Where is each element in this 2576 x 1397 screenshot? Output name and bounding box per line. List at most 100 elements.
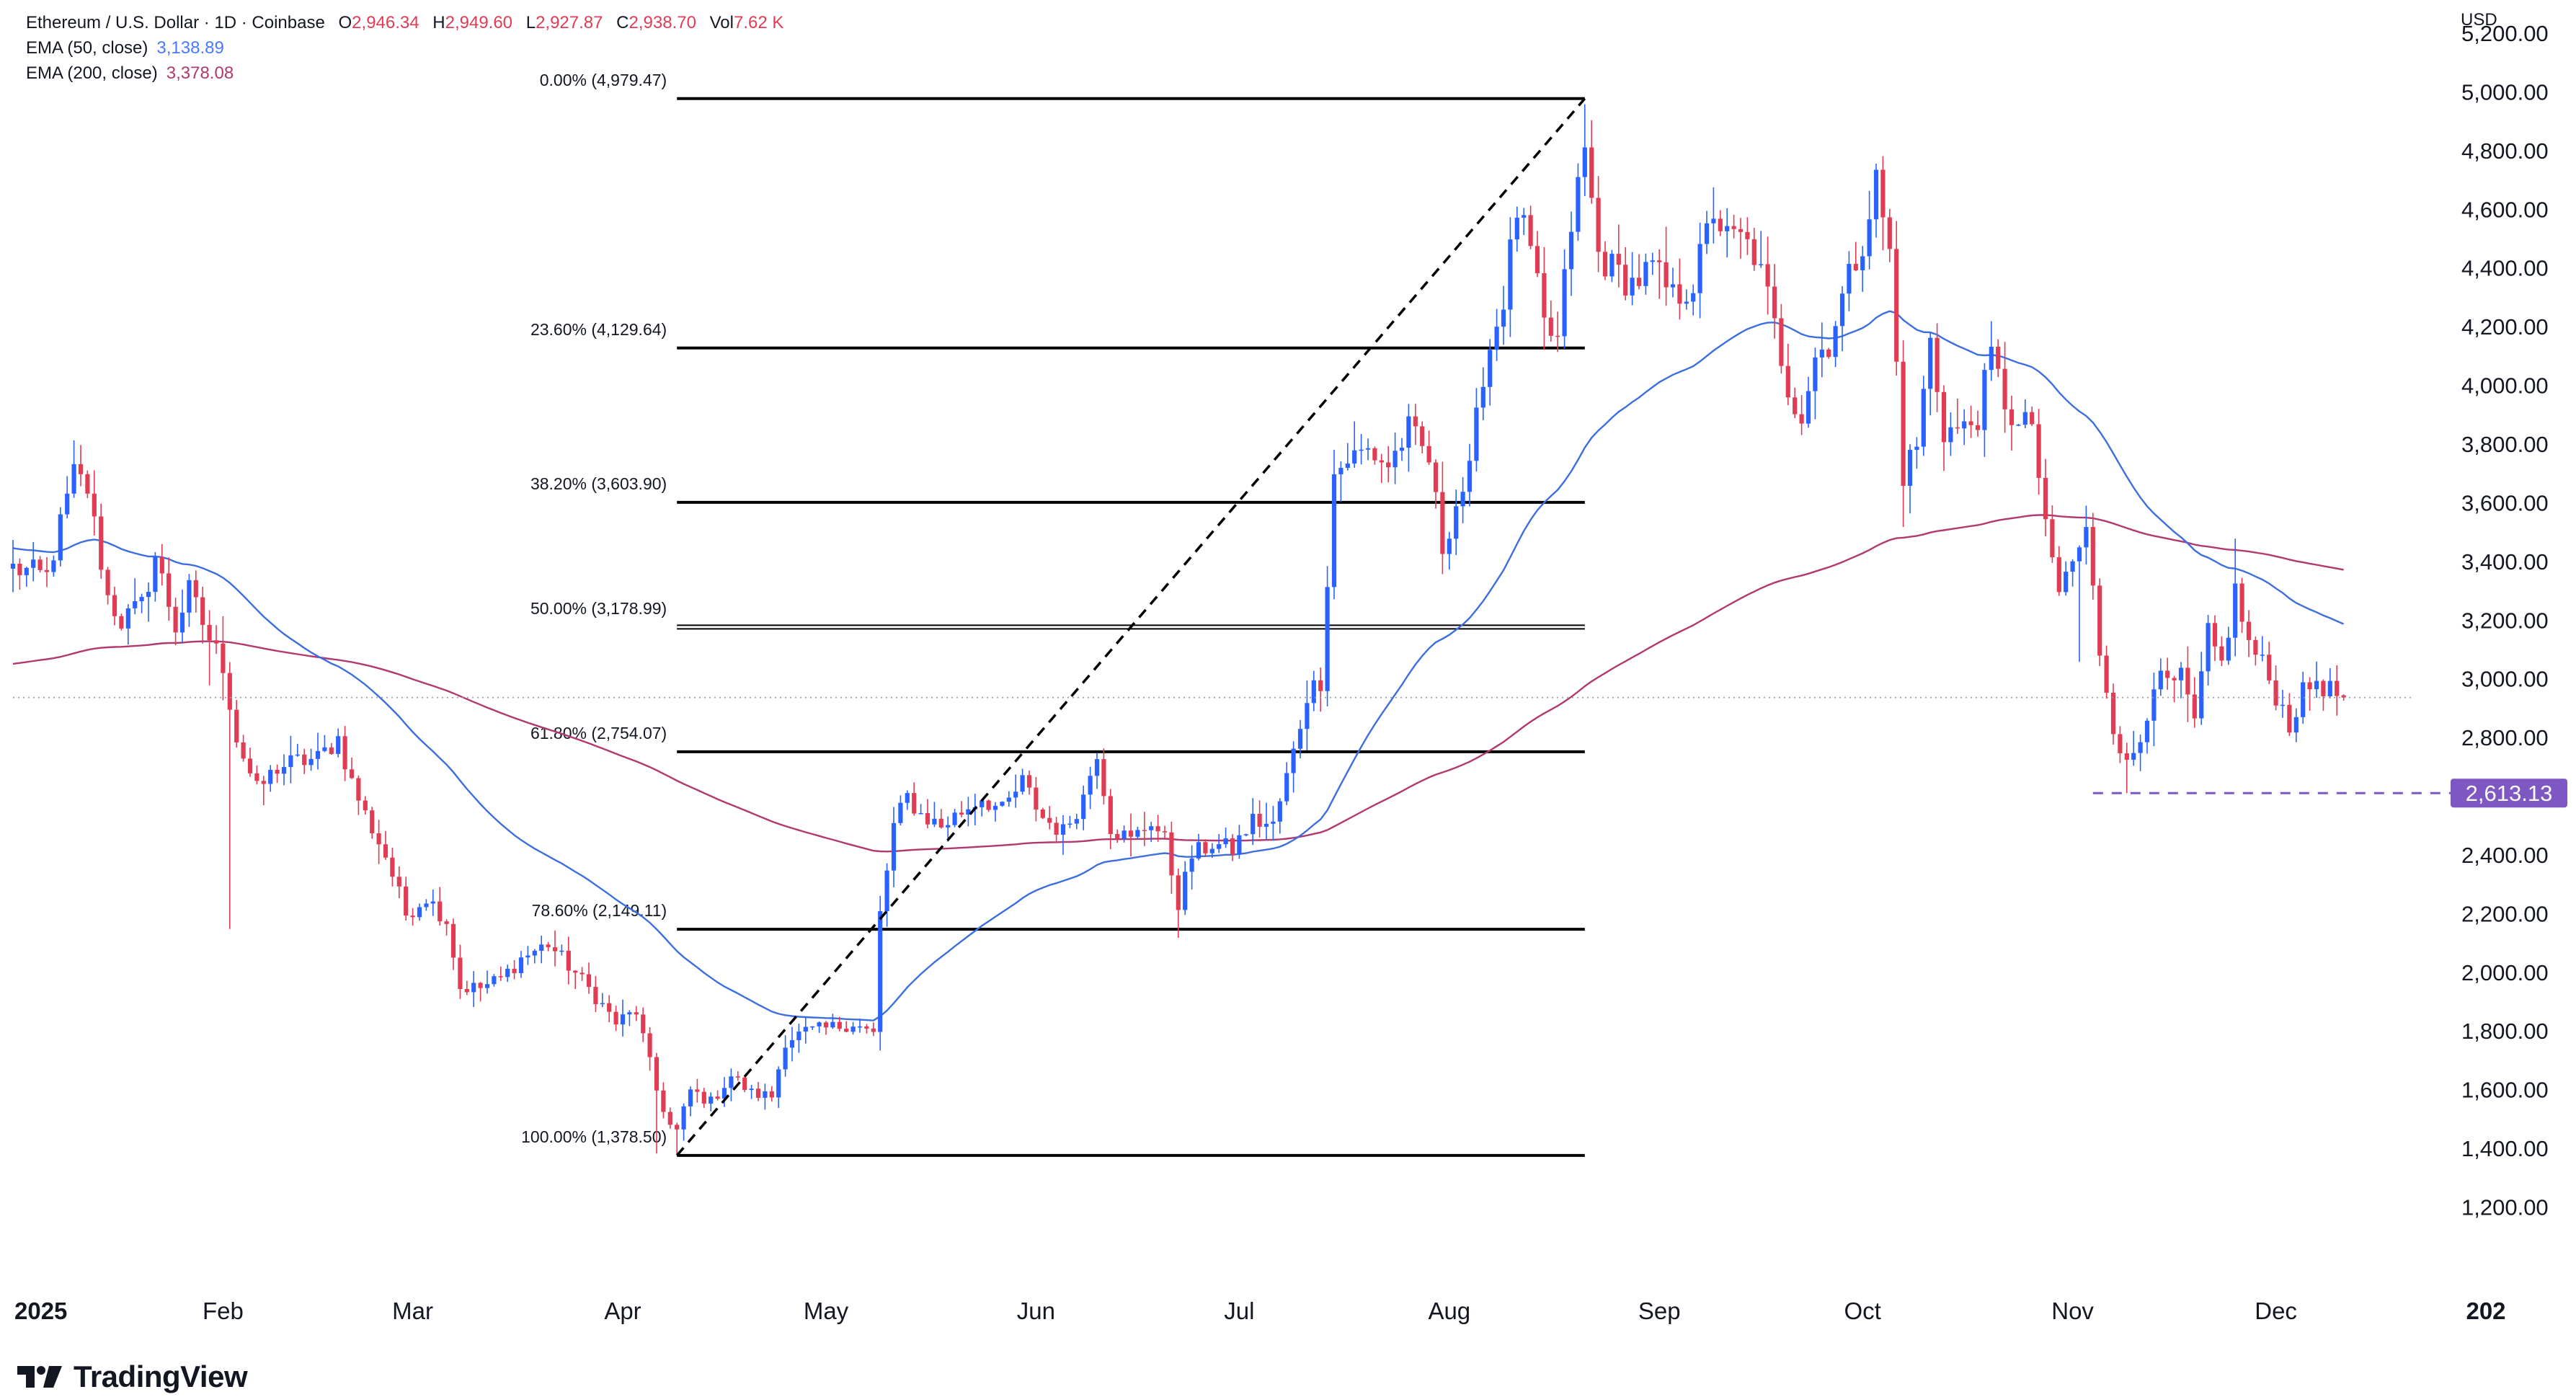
candle[interactable] — [2293, 708, 2299, 742]
candle[interactable] — [1060, 815, 1066, 855]
candle[interactable] — [1108, 789, 1113, 850]
candle[interactable] — [1054, 817, 1059, 843]
fibonacci-retracement[interactable]: 0.00% (4,979.47) 23.60% (4,129.64) 38.20% … — [521, 71, 1585, 1157]
candle[interactable] — [946, 816, 951, 842]
candle[interactable] — [1122, 825, 1127, 843]
candle[interactable] — [390, 847, 395, 887]
candle[interactable] — [1711, 187, 1716, 244]
candle[interactable] — [871, 1022, 876, 1037]
candle[interactable] — [1968, 405, 1973, 438]
candle[interactable] — [227, 662, 232, 929]
candle[interactable] — [1460, 476, 1465, 523]
candle[interactable] — [905, 790, 910, 810]
currency-button[interactable]: USD — [2461, 10, 2497, 30]
candle[interactable] — [2226, 626, 2231, 665]
candle[interactable] — [634, 1006, 639, 1021]
ema-50-line[interactable] — [12, 310, 2345, 1021]
candle[interactable] — [1386, 445, 1391, 483]
candle[interactable] — [200, 586, 205, 644]
candle[interactable] — [2097, 578, 2102, 667]
candle[interactable] — [288, 735, 293, 784]
candle[interactable] — [1203, 839, 1208, 856]
candle[interactable] — [1643, 253, 1648, 295]
candle[interactable] — [1664, 226, 1669, 306]
candle[interactable] — [600, 993, 605, 1008]
candle[interactable] — [539, 935, 544, 964]
candle[interactable] — [830, 1014, 835, 1029]
candle[interactable] — [2002, 342, 2007, 433]
candle[interactable] — [823, 1021, 829, 1035]
candle[interactable] — [1928, 332, 1933, 416]
candle[interactable] — [275, 764, 280, 784]
candle[interactable] — [2301, 671, 2306, 724]
candle[interactable] — [1907, 444, 1913, 514]
candle[interactable] — [796, 1024, 801, 1053]
candle[interactable] — [315, 732, 321, 770]
candle[interactable] — [492, 974, 497, 987]
candle[interactable] — [1155, 815, 1160, 842]
candle[interactable] — [17, 558, 22, 590]
candle[interactable] — [1331, 449, 1337, 600]
candle[interactable] — [1325, 566, 1330, 706]
candle[interactable] — [308, 748, 314, 771]
candle[interactable] — [1745, 217, 1750, 255]
candle[interactable] — [1657, 249, 1662, 299]
candle[interactable] — [1433, 459, 1439, 509]
candle[interactable] — [464, 980, 469, 995]
candle[interactable] — [295, 744, 300, 757]
candle[interactable] — [444, 919, 449, 936]
candle[interactable] — [755, 1082, 761, 1101]
candle[interactable] — [641, 1007, 646, 1042]
candle[interactable] — [247, 748, 253, 777]
candle[interactable] — [1813, 347, 1818, 420]
candle[interactable] — [613, 1006, 618, 1032]
candle[interactable] — [1839, 285, 1845, 352]
candle[interactable] — [119, 613, 124, 631]
candle[interactable] — [2341, 694, 2346, 701]
candle[interactable] — [234, 699, 239, 748]
legend-ema50-row[interactable]: EMA (50, close) 3,138.89 — [26, 35, 783, 61]
candle[interactable] — [552, 930, 558, 967]
legend-ema200-row[interactable]: EMA (200, close) 3,378.08 — [26, 61, 783, 86]
candle[interactable] — [579, 967, 585, 981]
candle[interactable] — [1522, 208, 1527, 235]
candle[interactable] — [1941, 385, 1947, 471]
candle[interactable] — [2070, 559, 2075, 587]
candle[interactable] — [667, 1107, 672, 1129]
candle[interactable] — [1894, 221, 1899, 376]
candle[interactable] — [1548, 300, 1553, 342]
candle[interactable] — [1034, 776, 1039, 822]
candle[interactable] — [430, 890, 435, 916]
candle[interactable] — [2178, 662, 2184, 698]
candle[interactable] — [681, 1103, 686, 1141]
candle[interactable] — [1399, 438, 1405, 461]
candle[interactable] — [404, 877, 409, 921]
candle[interactable] — [891, 807, 897, 887]
candle[interactable] — [1535, 231, 1540, 278]
candle[interactable] — [1379, 453, 1384, 484]
candle[interactable] — [1196, 833, 1202, 861]
candle[interactable] — [2151, 673, 2157, 747]
candle[interactable] — [1793, 387, 1798, 418]
candle[interactable] — [769, 1086, 774, 1102]
candle[interactable] — [532, 949, 537, 964]
candle[interactable] — [2124, 742, 2129, 794]
candle[interactable] — [864, 1024, 869, 1034]
candle[interactable] — [92, 470, 97, 536]
candle[interactable] — [2165, 657, 2170, 690]
candle[interactable] — [1602, 241, 1608, 280]
fib-level[interactable]: 61.80% (2,754.07) — [530, 724, 1585, 753]
candle[interactable] — [2084, 505, 2089, 565]
tradingview-logo[interactable]: TradingView — [17, 1360, 248, 1394]
candle[interactable] — [1352, 421, 1357, 468]
candle[interactable] — [1819, 322, 1824, 378]
candle[interactable] — [749, 1084, 754, 1099]
candle[interactable] — [2118, 726, 2123, 763]
candle[interactable] — [2077, 545, 2082, 662]
candle[interactable] — [2307, 677, 2312, 711]
candle[interactable] — [71, 440, 76, 498]
candle[interactable] — [1454, 489, 1459, 556]
candle[interactable] — [187, 574, 192, 627]
candle[interactable] — [2030, 406, 2035, 427]
candle[interactable] — [207, 610, 212, 686]
